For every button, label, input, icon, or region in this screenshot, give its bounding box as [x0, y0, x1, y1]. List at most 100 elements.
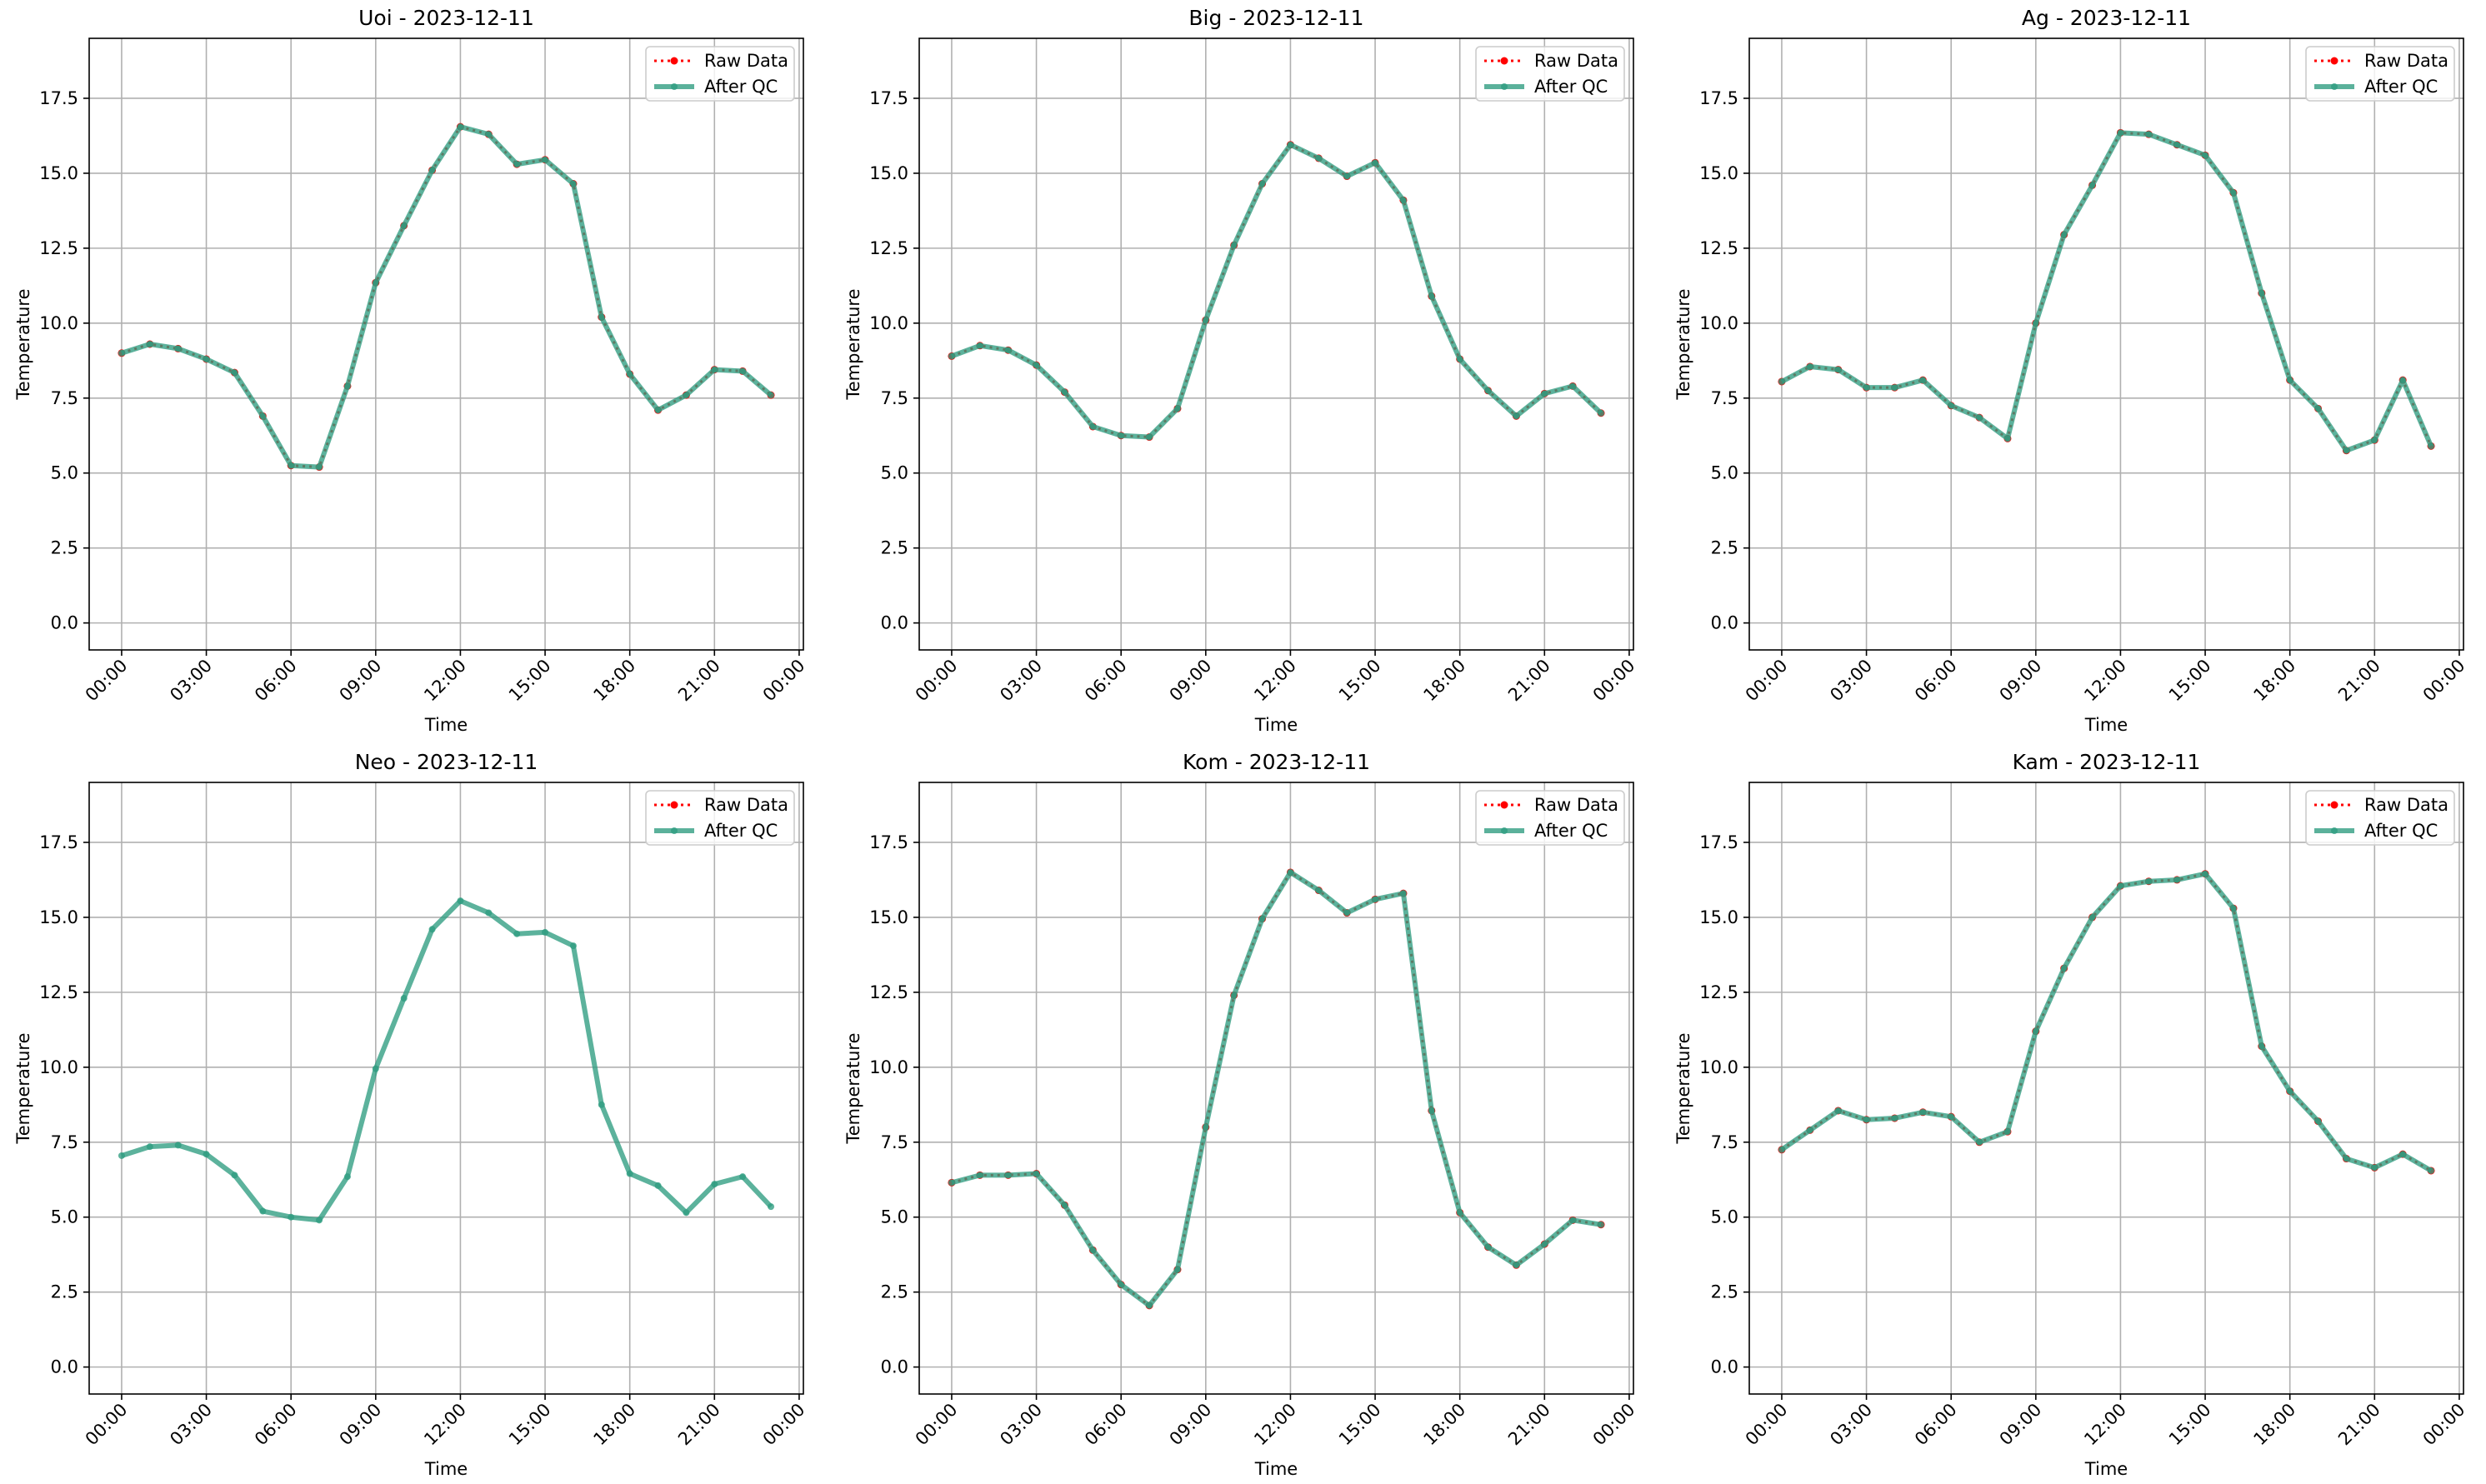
- qc-marker: [1287, 868, 1294, 876]
- y-tick-label: 15.0: [39, 907, 78, 927]
- legend: Raw Data After QC: [645, 46, 795, 102]
- qc-marker: [1834, 366, 1842, 373]
- x-tick-label: 21:00: [1504, 656, 1554, 706]
- qc-marker: [739, 367, 747, 375]
- y-tick-label: 17.5: [1699, 88, 1738, 108]
- y-tick-label: 2.5: [51, 538, 78, 558]
- qc-marker: [626, 370, 633, 377]
- y-tick-label: 2.5: [1711, 538, 1738, 558]
- qc-marker: [174, 345, 182, 352]
- x-tick-label: 12:00: [420, 656, 470, 706]
- qc-marker: [2117, 129, 2124, 137]
- qc-marker: [1258, 180, 1266, 187]
- legend: Raw Data After QC: [1475, 790, 1625, 846]
- qc-marker: [1863, 1116, 1870, 1123]
- qc-marker: [1315, 887, 1323, 894]
- qc-marker: [683, 392, 690, 399]
- x-tick-label: 09:00: [1996, 656, 2046, 706]
- qc-marker: [1891, 1114, 1898, 1122]
- qc-marker: [569, 942, 577, 950]
- qc-marker: [457, 897, 464, 905]
- x-tick-label: 18:00: [2249, 1400, 2299, 1450]
- qc-marker: [2202, 870, 2209, 877]
- qc-line: [121, 898, 773, 1223]
- y-axis-label: Temperature: [843, 288, 863, 400]
- x-tick-label: 00:00: [82, 656, 132, 706]
- chart-title: Kam - 2023-12-11: [2013, 750, 2201, 774]
- x-tick-label: 03:00: [996, 1400, 1046, 1450]
- x-tick-label: 09:00: [1166, 1400, 1216, 1450]
- chart-title: Ag - 2023-12-11: [2022, 6, 2191, 30]
- x-tick-label: 00:00: [2419, 1400, 2469, 1450]
- qc-marker: [1089, 422, 1097, 430]
- qc-marker: [1033, 362, 1040, 369]
- x-tick-label: 06:00: [251, 656, 301, 706]
- y-axis-label: Temperature: [1673, 288, 1693, 400]
- y-tick-label: 5.0: [51, 1207, 78, 1227]
- y-tick-label: 12.5: [869, 982, 908, 1002]
- qc-marker: [2117, 882, 2124, 890]
- y-tick-label: 10.0: [869, 1057, 908, 1077]
- x-tick-label: 00:00: [2419, 656, 2469, 706]
- qc-marker: [2399, 377, 2407, 384]
- y-tick-label: 10.0: [1699, 313, 1738, 333]
- qc-marker: [948, 1179, 955, 1187]
- qc-marker: [2173, 876, 2181, 883]
- plot-area: [919, 38, 1633, 650]
- qc-marker: [174, 1142, 182, 1149]
- qc-marker: [1173, 1266, 1181, 1273]
- chart-title: Neo - 2023-12-11: [355, 750, 538, 774]
- qc-marker: [1806, 362, 1813, 370]
- qc-marker: [2032, 1027, 2039, 1035]
- x-tick-label: 18:00: [2249, 656, 2299, 706]
- qc-marker: [1598, 1221, 1605, 1228]
- qc-marker: [1976, 1138, 1983, 1146]
- qc-marker: [1173, 405, 1181, 412]
- qc-marker: [1948, 402, 1955, 409]
- legend-marker: [2330, 57, 2338, 65]
- subplot: 0.0 2.5 5.0 7.5 10.0 12.5 15.0 17.5 00:00 03:00 06…: [13, 750, 808, 1479]
- plot-area: [89, 782, 803, 1394]
- y-tick-label: 7.5: [51, 388, 78, 408]
- qc-marker: [1004, 347, 1012, 354]
- qc-marker: [1778, 1146, 1785, 1153]
- qc-marker: [1598, 409, 1605, 417]
- y-tick-label: 5.0: [1711, 463, 1738, 483]
- x-tick-label: 00:00: [82, 1400, 132, 1450]
- y-tick-label: 5.0: [881, 463, 908, 483]
- qc-marker: [2088, 913, 2096, 921]
- x-tick-label: 21:00: [2334, 1400, 2384, 1450]
- qc-marker: [948, 352, 955, 360]
- x-tick-label: 00:00: [1589, 656, 1639, 706]
- qc-marker: [2060, 231, 2068, 238]
- y-tick-label: 5.0: [881, 1207, 908, 1227]
- legend: Raw Data After QC: [2305, 790, 2455, 846]
- legend-marker: [671, 83, 678, 90]
- x-tick-label: 06:00: [1911, 1400, 1961, 1450]
- qc-marker: [1258, 915, 1266, 922]
- qc-marker: [203, 355, 210, 362]
- y-tick-label: 0.0: [881, 1357, 908, 1377]
- legend-label: After QC: [2364, 821, 2438, 841]
- y-tick-label: 7.5: [1711, 388, 1738, 408]
- x-tick-label: 00:00: [912, 1400, 962, 1450]
- y-tick-label: 15.0: [39, 163, 78, 183]
- qc-marker: [428, 926, 436, 933]
- qc-line: [1780, 130, 2433, 453]
- qc-marker: [2145, 131, 2153, 138]
- y-tick-label: 15.0: [1699, 907, 1738, 927]
- qc-marker: [146, 1143, 153, 1151]
- y-axis-label: Temperature: [843, 1032, 863, 1144]
- legend-label: After QC: [1534, 77, 1608, 97]
- legend-marker: [1500, 801, 1508, 809]
- x-tick-label: 15:00: [1335, 1400, 1385, 1450]
- x-tick-label: 03:00: [1826, 1400, 1876, 1450]
- qc-marker: [1834, 1107, 1842, 1114]
- qc-marker: [457, 123, 464, 131]
- y-tick-label: 2.5: [881, 538, 908, 558]
- x-tick-label: 06:00: [1081, 656, 1131, 706]
- qc-marker: [654, 1182, 662, 1189]
- qc-marker: [1372, 159, 1379, 167]
- qc-marker: [400, 995, 408, 1002]
